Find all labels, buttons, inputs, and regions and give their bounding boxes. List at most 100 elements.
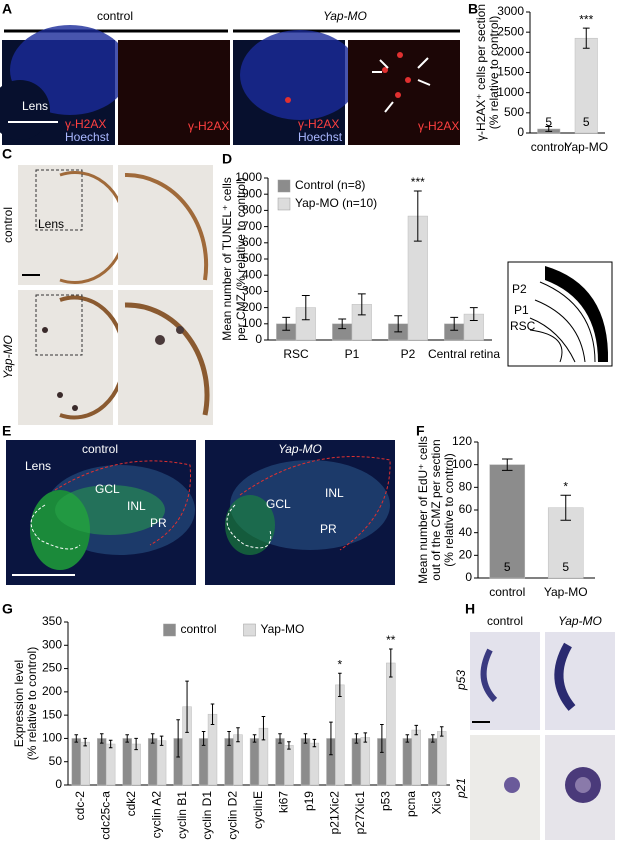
image-label: Hoechst [65,130,110,144]
y-tick-label: 60 [459,502,473,516]
panel-letter: F [416,423,425,439]
bar [249,738,260,786]
error-bar [159,735,164,746]
error-bar [134,737,138,751]
error-bar [357,293,366,316]
bar [411,729,421,786]
panel-header: control [97,9,133,23]
y-tick-label: 800 [242,203,262,217]
bar [105,743,116,786]
x-tick-label: cdc25c-a [98,791,112,840]
x-tick-label: Yap-MO [564,140,608,154]
significance: * [338,657,343,671]
x-tick-label: cdk2 [124,791,138,817]
panel-letter: E [2,423,11,439]
y-tick-label: 40 [459,525,473,539]
y-tick-label: 0 [255,332,262,346]
error-bar [287,741,291,750]
y-tick-label: 0 [55,777,62,791]
x-tick-label: RSC [283,347,309,361]
error-bar [545,126,553,132]
image-label: GCL [95,482,120,496]
panel-letter: B [468,1,478,17]
bar [147,738,158,786]
x-tick-label: cyclin A2 [149,791,163,839]
x-tick-label: control [531,140,567,154]
image-label: Hoechst [298,130,343,144]
y-tick-label: 80 [459,480,473,494]
y-tick-label: 300 [242,284,262,298]
significance: * [563,479,568,493]
y-tick-label: 200 [42,684,62,698]
error-bar [312,738,317,748]
bar [428,738,438,786]
x-tick-label: cyclinE [251,791,265,829]
y-tick-label: 250 [42,661,62,675]
y-tick-label: 100 [242,316,262,330]
x-tick-label: control [489,585,525,599]
image-label: GCL [266,497,291,511]
y-tick-label: 0 [517,125,524,139]
x-tick-label: cdc-2 [73,791,87,821]
y-tick-label: 2500 [497,24,524,38]
image-label: INL [325,486,344,500]
n-label: 5 [545,115,552,129]
panel-letter: C [2,146,12,162]
panel-letter: H [465,601,475,617]
significance: ** [386,633,396,647]
legend-swatch [277,197,291,211]
legend-swatch [163,623,176,637]
y-tick-label: 120 [452,434,472,448]
error-bar [185,680,189,733]
y-tick-label: 1000 [497,85,524,99]
y-axis-label: Mean number of TUNEL⁺ cells [220,177,234,341]
error-bar [74,734,79,743]
error-bar [354,733,359,744]
panel-header: control [82,442,118,456]
error-bar [150,733,155,744]
n-label: 5 [504,560,511,574]
error-bar [236,727,240,743]
bar [402,738,413,786]
schematic [507,261,613,367]
error-bar [582,27,590,49]
error-bar [125,734,129,743]
n-label: 5 [562,560,569,574]
x-tick-label: p19 [302,791,316,811]
row-label: Yap-MO [1,335,15,379]
diagram-label: P2 [512,282,527,296]
micrograph [470,632,615,840]
bar [335,684,345,786]
error-bar [405,734,410,743]
error-bar [210,703,215,725]
error-bar [227,730,231,746]
bar [489,464,526,579]
error-bar [363,732,368,743]
y-tick-label: 3000 [497,4,524,18]
error-bar [413,190,422,242]
y-axis-label: per CMZ (% relative to control) [234,177,248,340]
error-bar [329,721,333,756]
y-axis-label: out of the CMZ per section [429,439,443,580]
image-label: γ-H2AX [65,117,106,131]
row-label: p53 [454,670,468,691]
error-bar [252,734,257,743]
error-bar [278,733,282,744]
y-tick-label: 1500 [497,65,524,79]
error-bar [439,726,444,737]
bar [300,738,311,786]
error-bar [83,737,87,747]
bar [233,734,243,786]
y-tick-label: 500 [504,105,524,119]
bar [351,738,362,786]
x-tick-label: cyclin D2 [226,791,240,840]
y-tick-label: 350 [42,614,62,628]
x-tick-label: P1 [345,347,360,361]
panel-letter: D [222,151,232,167]
error-bar [389,648,393,678]
x-tick-label: pcna [404,791,418,817]
y-axis-label: (% relative to control) [487,16,501,129]
error-bar [99,733,104,744]
y-axis-label: (% relative to control) [442,453,456,566]
